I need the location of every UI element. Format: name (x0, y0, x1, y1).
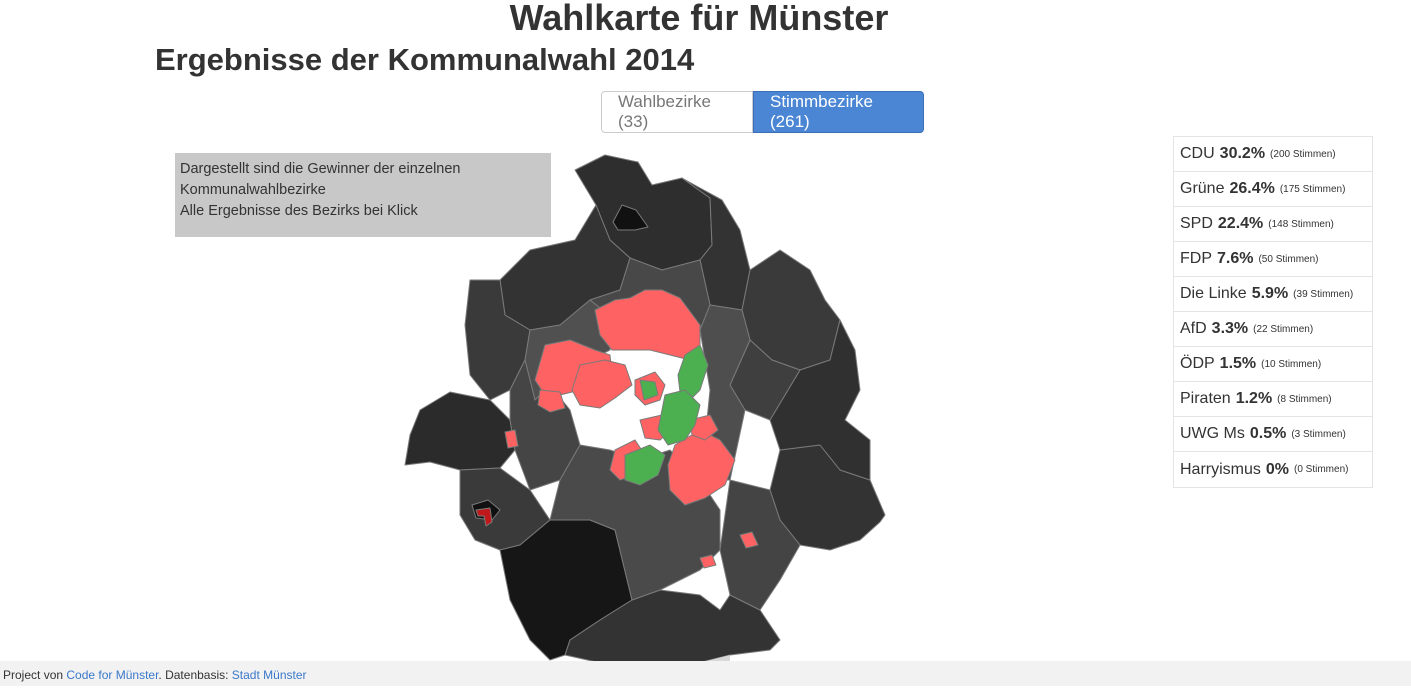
footer-prefix: n Project von (0, 668, 67, 682)
result-row[interactable]: Harryismus 0% (0 Stimmen) (1174, 452, 1372, 487)
party-percent: 0% (1265, 460, 1290, 478)
result-row[interactable]: AfD 3.3% (22 Stimmen) (1174, 312, 1372, 347)
result-row[interactable]: ÖDP 1.5% (10 Stimmen) (1174, 347, 1372, 382)
district-highlight-west[interactable] (475, 507, 493, 527)
party-votes: (3 Stimmen) (1291, 428, 1346, 440)
election-map[interactable] (400, 150, 900, 686)
district-gruene-north[interactable] (677, 344, 709, 401)
info-box: Dargestellt sind die Gewinner der einzel… (175, 153, 551, 237)
stimmbezirke-button[interactable]: Stimmbezirke (261) (753, 91, 924, 133)
page-subtitle: Ergebnisse der Kommunalwahl 2014 (155, 42, 695, 77)
party-votes: (8 Stimmen) (1277, 393, 1332, 405)
party-name: FDP (1180, 250, 1212, 267)
party-votes: (10 Stimmen) (1261, 358, 1322, 370)
party-votes: (50 Stimmen) (1258, 253, 1319, 265)
district-nodata-north[interactable] (612, 204, 649, 231)
results-table: CDU 30.2% (200 Stimmen) Grüne 26.4% (175 Sti… (1173, 136, 1373, 488)
info-line: Dargestellt sind die Gewinner der einzel… (180, 161, 461, 177)
map-svg[interactable] (400, 150, 900, 686)
stadt-muenster-link[interactable]: Stadt Münster (231, 668, 307, 682)
footer-middle: . Datenbasis: (158, 668, 232, 682)
district-spd-far-west[interactable] (504, 429, 519, 449)
party-name: Die Linke (1180, 285, 1247, 302)
district-south-east-inner[interactable] (719, 479, 801, 611)
party-name: SPD (1180, 215, 1213, 232)
district-type-toggle: Wahlbezirke (33) Stimmbezirke (261) (601, 91, 924, 133)
party-votes: (0 Stimmen) (1294, 464, 1349, 475)
result-row[interactable]: FDP 7.6% (50 Stimmen) (1174, 242, 1372, 277)
party-percent: 0.5% (1249, 425, 1287, 442)
district-spd-east-small[interactable] (689, 414, 719, 441)
party-percent: 1.2% (1235, 390, 1273, 407)
district-spd-south-small[interactable] (739, 531, 759, 549)
result-row[interactable]: SPD 22.4% (148 Stimmen) (1174, 207, 1372, 242)
party-name: ÖDP (1180, 355, 1215, 372)
district-gruene-south-west[interactable] (624, 444, 666, 486)
district-far-west[interactable] (404, 391, 516, 471)
district-east[interactable] (769, 319, 871, 481)
party-name: CDU (1180, 145, 1215, 162)
info-line: Kommunalwahlbezirke (180, 182, 326, 198)
info-line: Alle Ergebnisse des Bezirks bei Klick (180, 203, 418, 219)
party-votes: (22 Stimmen) (1253, 323, 1314, 335)
party-percent: 7.6% (1217, 250, 1254, 267)
district-spd-south-small-2[interactable] (699, 554, 717, 569)
district-gruene-center[interactable] (657, 389, 701, 446)
party-votes: (175 Stimmen) (1279, 183, 1346, 195)
party-name: AfD (1180, 320, 1207, 337)
party-percent: 30.2% (1219, 145, 1266, 162)
result-row[interactable]: Die Linke 5.9% (39 Stimmen) (1174, 277, 1372, 312)
footer: n Project von Code for Münster. Datenbas… (0, 661, 1411, 686)
party-percent: 1.5% (1219, 355, 1257, 372)
wahlbezirke-button[interactable]: Wahlbezirke (33) (601, 91, 753, 133)
district-spd-small-west[interactable] (537, 389, 566, 413)
result-row[interactable]: CDU 30.2% (200 Stimmen) (1174, 137, 1372, 172)
page-title: Wahlkarte für Münster (509, 0, 889, 38)
party-votes: (200 Stimmen) (1270, 148, 1336, 160)
district-spd-west[interactable] (571, 359, 633, 409)
district-gruene-west[interactable] (639, 379, 659, 401)
code-for-muenster-link[interactable]: Code for Münster (66, 668, 159, 682)
party-votes: (39 Stimmen) (1293, 288, 1354, 300)
party-name: Grüne (1180, 180, 1225, 197)
party-name: Piraten (1180, 390, 1231, 407)
party-percent: 3.3% (1211, 320, 1249, 337)
party-percent: 5.9% (1251, 285, 1289, 302)
result-row[interactable]: Piraten 1.2% (8 Stimmen) (1174, 382, 1372, 417)
party-name: Harryismus (1180, 460, 1261, 478)
result-row[interactable]: UWG Ms 0.5% (3 Stimmen) (1174, 417, 1372, 452)
party-percent: 22.4% (1217, 215, 1264, 232)
party-name: UWG Ms (1180, 425, 1245, 442)
party-votes: (148 Stimmen) (1268, 218, 1334, 230)
result-row[interactable]: Grüne 26.4% (175 Stimmen) (1174, 172, 1372, 207)
party-percent: 26.4% (1229, 180, 1275, 197)
